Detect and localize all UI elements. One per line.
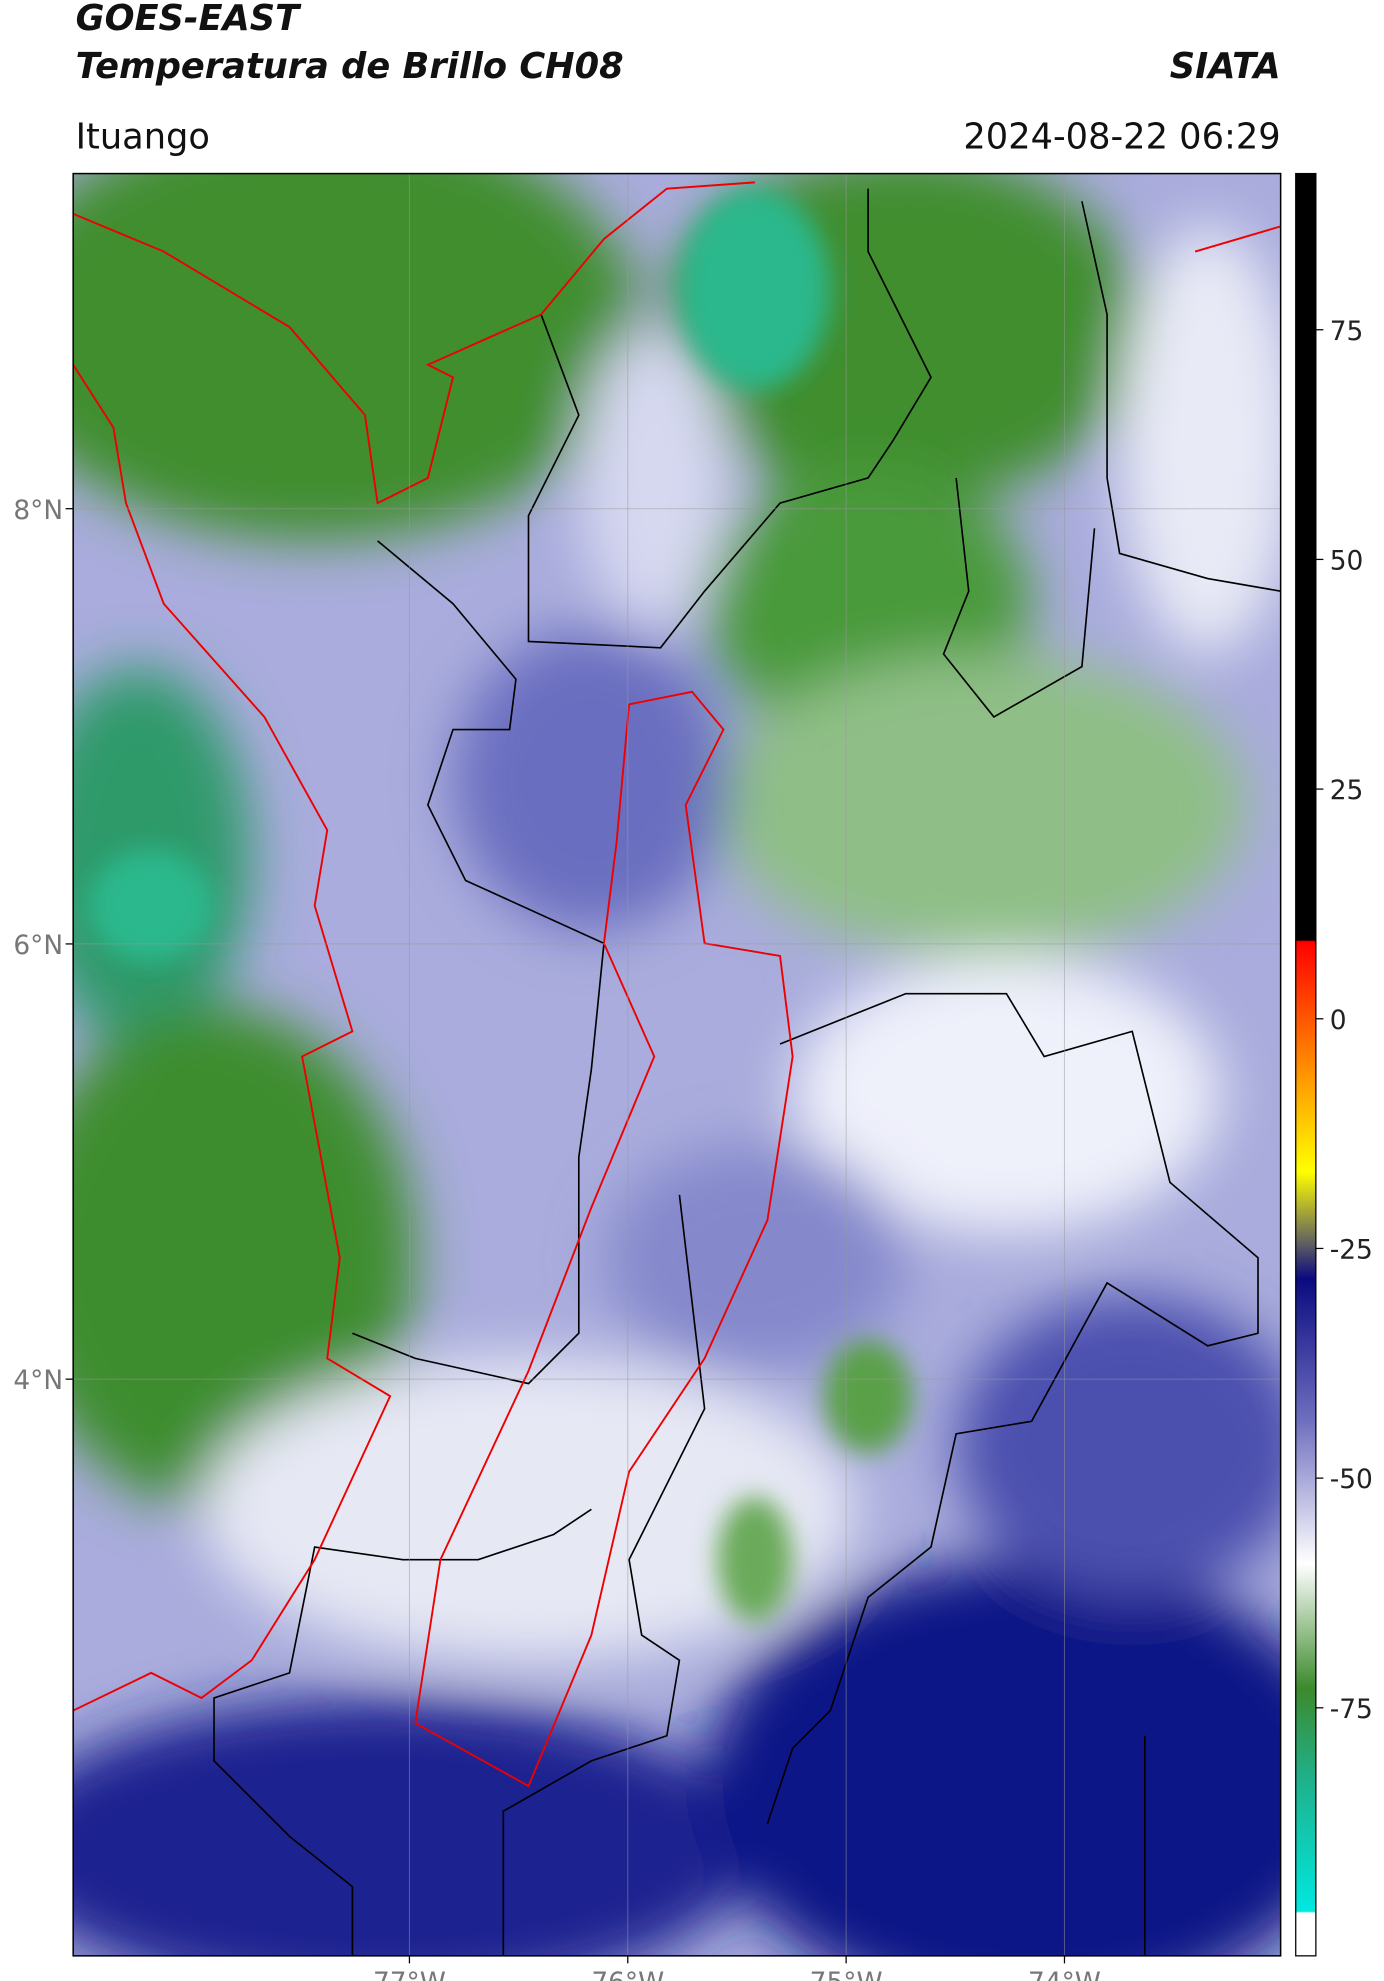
colorbar-label: 50 [1330,545,1364,576]
colorbar-label: -50 [1330,1464,1373,1495]
map-frame [72,172,1282,1957]
lon-label: 76°W [591,1967,664,1981]
lon-label: 77°W [373,1967,446,1981]
lat-label: 4°N [13,1365,63,1396]
timestamp: 2024-08-22 06:29 [963,116,1280,157]
grid [73,173,1281,1956]
title: GOES-EAST [76,0,302,39]
lon-label: 75°W [810,1967,883,1981]
lat-label: 6°N [13,930,63,961]
colorbar-label: -75 [1330,1694,1373,1725]
colorbar-label: 0 [1330,1005,1347,1036]
region: Ituango [76,116,210,157]
satellite-image [73,173,1281,1956]
colorbar [1295,172,1317,1957]
lon-label: 74°W [1028,1967,1101,1981]
colorbar-label: 75 [1330,316,1364,347]
subtitle: Temperatura de Brillo CH08 [76,46,624,87]
colorbar-label: -25 [1330,1235,1373,1266]
colorbar-label: 25 [1330,775,1364,806]
brand: SIATA [1170,46,1281,87]
lat-label: 8°N [13,495,63,526]
